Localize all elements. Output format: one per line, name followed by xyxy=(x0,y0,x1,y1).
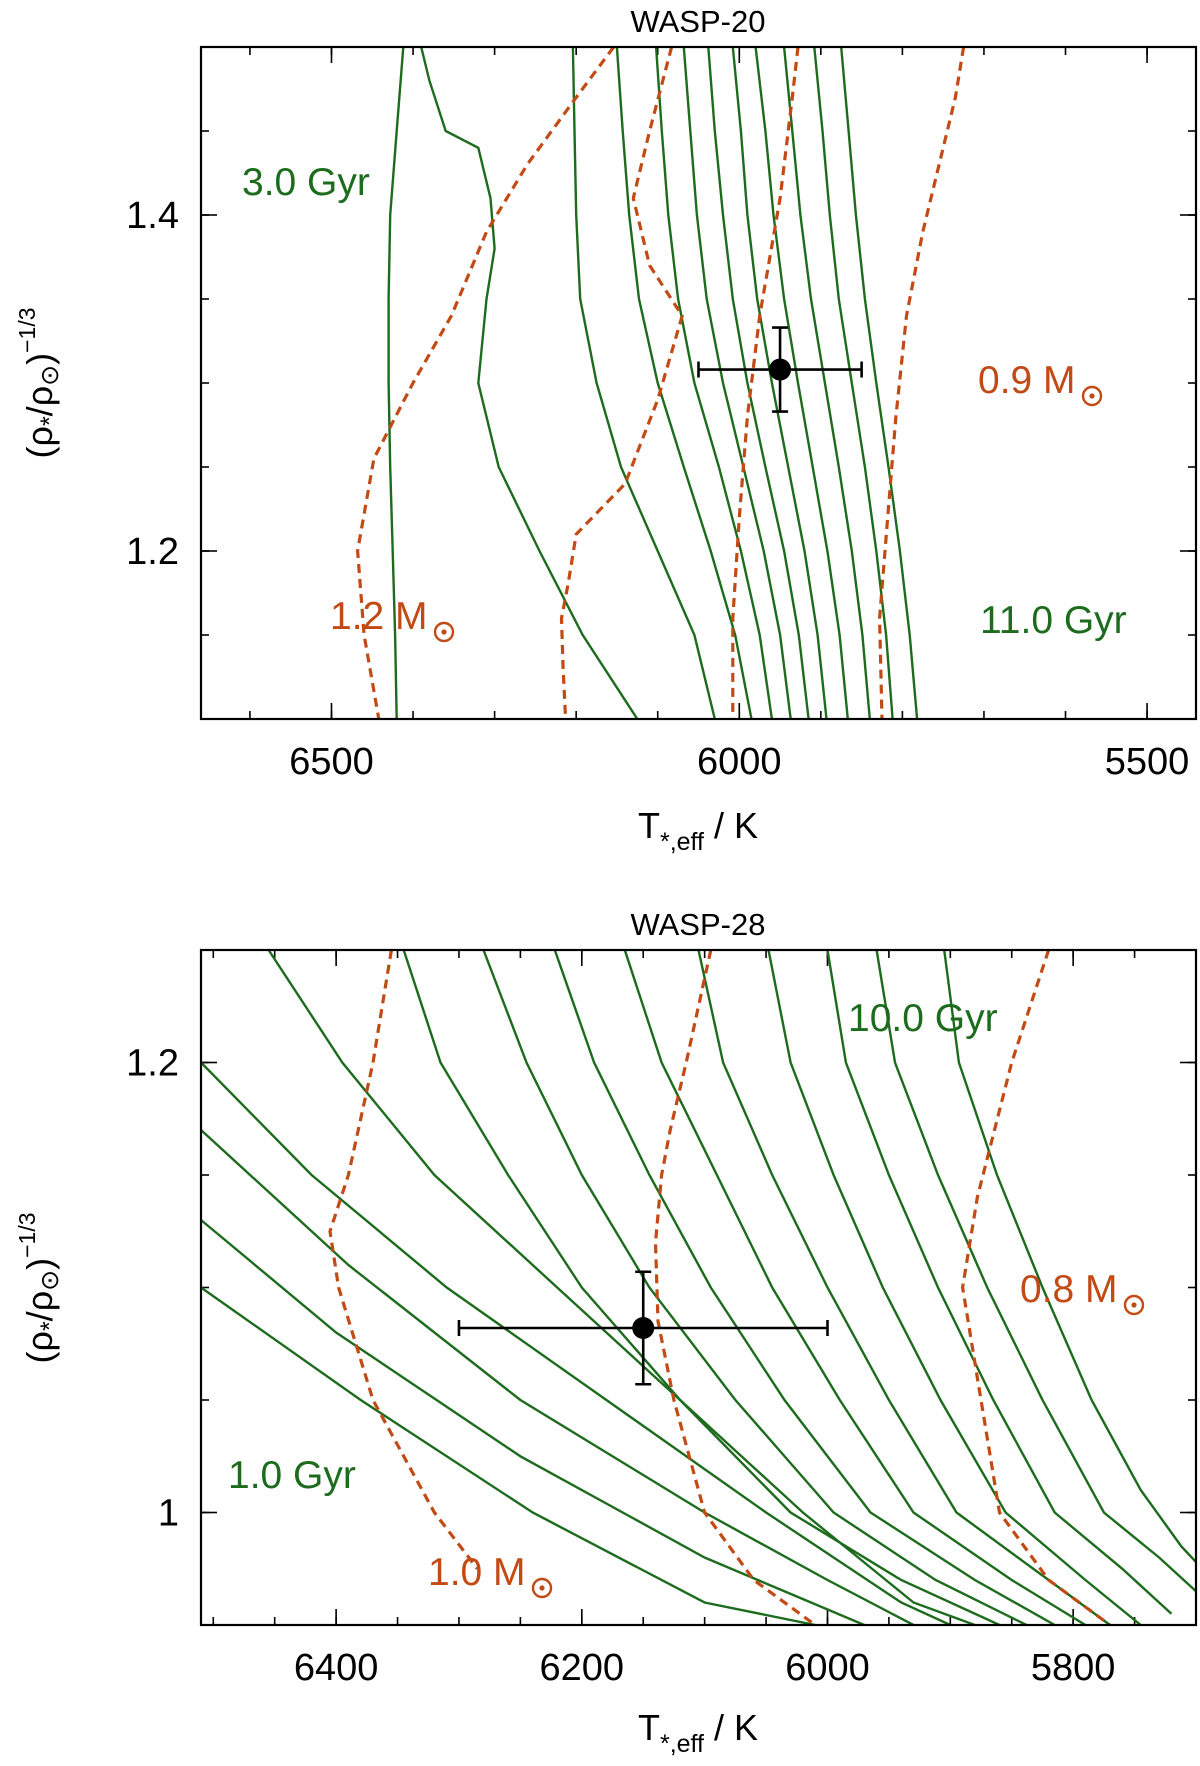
isochrone-line xyxy=(201,1061,951,1625)
mass-track-line xyxy=(960,950,1111,1625)
isochrone-line xyxy=(767,950,1142,1625)
measurement-point xyxy=(457,1270,829,1386)
mass-label-high-text: 1.2 M xyxy=(330,595,428,638)
isochrone-line xyxy=(482,950,1028,1625)
mass-label-low: 0.9 M xyxy=(978,359,1103,407)
isochrone-line xyxy=(943,950,1196,1563)
mass-track-line xyxy=(731,47,800,719)
isochrone-line xyxy=(267,950,976,1625)
sun-symbol-dot xyxy=(1089,393,1095,399)
isochrone-line xyxy=(571,47,716,719)
isochrone-line xyxy=(782,47,871,719)
mass-label-low-text: 0.9 M xyxy=(978,359,1076,402)
x-tick-label: 6500 xyxy=(289,741,374,783)
isochrone-line xyxy=(387,47,405,719)
isochrone-line xyxy=(826,950,1173,1615)
y-tick-label: 1.2 xyxy=(126,531,179,573)
isochrone-line xyxy=(875,950,1196,1593)
isochrone-line xyxy=(615,47,753,719)
y-tick-label: 1.4 xyxy=(126,195,179,237)
isochrone-line xyxy=(201,1286,816,1625)
x-tick-label: 5500 xyxy=(1105,741,1190,783)
isochrone-line xyxy=(201,1129,915,1625)
isochrone-line xyxy=(654,47,774,719)
mass-label-low-text: 0.8 M xyxy=(1020,1268,1118,1311)
isochrone-line xyxy=(707,47,810,719)
y-axis-label: (ρ*/ρ⊙)−1/3 xyxy=(14,307,64,458)
isochrone-line xyxy=(754,47,849,719)
mass-tracks xyxy=(355,47,966,719)
measurement-dot xyxy=(769,358,792,381)
sun-symbol-icon xyxy=(531,1577,553,1599)
plot-frame xyxy=(199,948,1198,1627)
isochrone-line xyxy=(697,950,1111,1625)
sun-symbol-dot xyxy=(539,1585,545,1591)
age-label-young: 1.0 Gyr xyxy=(228,1454,356,1497)
panel-wasp-20: WASP-20 6500 6000 5500 1.2 1.4 3.0 Gyr 11.0 … xyxy=(14,4,1198,856)
age-label-old: 11.0 Gyr xyxy=(980,599,1127,642)
x-tick-label: 5800 xyxy=(1031,1647,1116,1689)
x-axis-label: T*,eff / K xyxy=(638,1707,758,1758)
mass-label-high-text: 1.0 M xyxy=(428,1551,526,1594)
x-axis-label: T*,eff / K xyxy=(638,805,758,856)
x-tick-label: 6000 xyxy=(697,741,782,783)
measurement-point xyxy=(697,326,863,413)
sun-symbol-icon xyxy=(1081,385,1103,407)
y-tick-label: 1 xyxy=(158,1493,179,1535)
x-tick-label: 6000 xyxy=(785,1647,870,1689)
age-label-old: 10.0 Gyr xyxy=(848,997,998,1040)
isochrone-line xyxy=(201,1219,865,1625)
mass-track-line xyxy=(328,950,479,1570)
isochrone-line xyxy=(682,47,792,719)
isochrone-line xyxy=(731,47,828,719)
sun-symbol-icon xyxy=(1123,1294,1145,1316)
age-label-young: 3.0 Gyr xyxy=(242,161,370,204)
axis-ticks: 6500 6000 5500 1.2 1.4 xyxy=(126,46,1196,783)
panel-title: WASP-20 xyxy=(631,4,766,39)
y-axis-label: (ρ*/ρ⊙)−1/3 xyxy=(14,1212,64,1363)
mass-track-line xyxy=(653,950,817,1625)
sun-symbol-dot xyxy=(1131,1302,1137,1308)
plot-frame xyxy=(199,45,1198,721)
isochrone-line xyxy=(840,47,919,719)
mass-tracks xyxy=(328,950,1111,1625)
sun-symbol-dot xyxy=(441,629,447,635)
panel-title: WASP-28 xyxy=(631,907,766,942)
mass-label-low: 0.8 M xyxy=(1020,1268,1145,1316)
mass-label-high: 1.0 M xyxy=(428,1551,553,1599)
isochrone-line xyxy=(420,47,639,719)
isochrones xyxy=(201,950,1196,1625)
y-tick-label: 1.2 xyxy=(126,1043,179,1085)
mass-label-high: 1.2 M xyxy=(330,595,455,643)
mass-track-line xyxy=(877,47,966,719)
sun-symbol-icon xyxy=(433,621,455,643)
measurement-dot xyxy=(632,1317,655,1339)
isochrone-line xyxy=(402,950,1000,1625)
isochrone-line xyxy=(623,950,1087,1625)
x-tick-label: 6200 xyxy=(540,1647,625,1689)
panel-wasp-28: WASP-28 6400 6200 6000 5800 1 1.2 1.0 Gyr 10.… xyxy=(14,907,1198,1758)
x-tick-label: 6400 xyxy=(294,1647,379,1689)
isochrones xyxy=(387,47,919,719)
isochrone-line xyxy=(553,950,1056,1625)
isochrone-line xyxy=(813,47,894,719)
